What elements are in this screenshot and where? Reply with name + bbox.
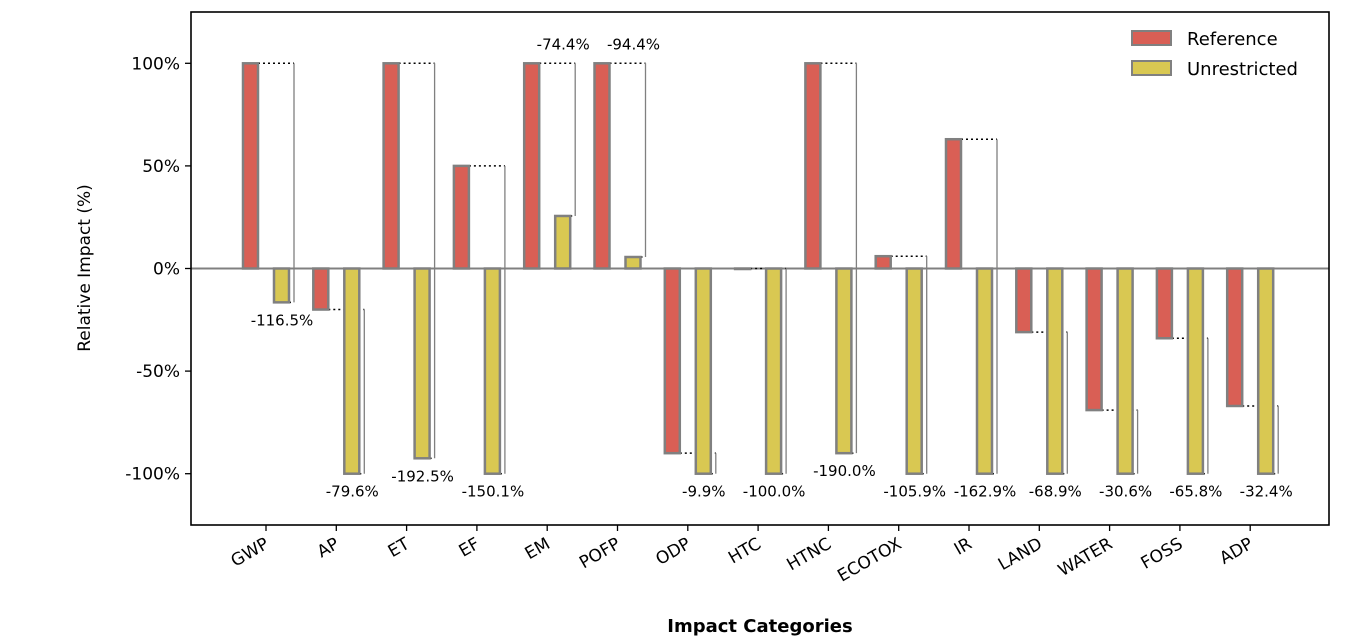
x-tick-label: EM bbox=[522, 534, 554, 564]
bar-reference bbox=[522, 62, 541, 270]
x-tick-label: POFP bbox=[576, 534, 624, 573]
chart-marks: -116.5% -79.6% -192.5% -150.1% -74.4% -94.4% -… bbox=[191, 35, 1329, 501]
x-tick-label: ECOTOX bbox=[834, 534, 905, 587]
bar-unrestricted bbox=[624, 255, 642, 270]
x-tick-label: ODP bbox=[652, 534, 694, 570]
change-label: -68.9% bbox=[1029, 483, 1082, 501]
change-label: -9.9% bbox=[682, 483, 726, 501]
x-tick-label: IR bbox=[951, 534, 976, 560]
bar-unrestricted bbox=[905, 267, 923, 475]
change-label: -94.4% bbox=[607, 35, 660, 53]
change-label: -116.5% bbox=[251, 311, 314, 329]
legend-label-unrestricted: Unrestricted bbox=[1187, 59, 1298, 80]
change-label: -105.9% bbox=[883, 483, 946, 501]
bar-reference bbox=[733, 267, 752, 271]
change-label: -162.9% bbox=[954, 483, 1017, 501]
bar-reference bbox=[241, 62, 260, 270]
legend: Reference Unrestricted bbox=[1131, 29, 1298, 80]
y-tick-label: 0% bbox=[153, 260, 180, 280]
bar-unrestricted bbox=[413, 267, 431, 460]
x-axis-label: Impact Categories bbox=[667, 616, 852, 637]
change-label: -30.6% bbox=[1099, 483, 1152, 501]
change-label: -79.6% bbox=[326, 483, 379, 501]
bar-reference bbox=[944, 137, 963, 270]
bar-reference bbox=[593, 62, 611, 270]
change-label: -192.5% bbox=[391, 467, 454, 485]
y-tick-label: 50% bbox=[142, 157, 180, 177]
bar-reference bbox=[1085, 267, 1103, 412]
change-label: -65.8% bbox=[1169, 483, 1222, 501]
x-tick-label: GWP bbox=[228, 534, 273, 571]
x-tick-label: HTNC bbox=[784, 534, 835, 575]
bar-reference bbox=[874, 254, 892, 270]
bar-reference bbox=[452, 164, 471, 270]
x-tick-label: ET bbox=[385, 534, 414, 562]
bar-unrestricted bbox=[1256, 267, 1275, 475]
bar-unrestricted bbox=[343, 267, 361, 475]
x-tick-label: LAND bbox=[995, 534, 1046, 575]
bar-reference bbox=[382, 62, 400, 270]
change-label: -32.4% bbox=[1240, 483, 1293, 501]
bar-unrestricted bbox=[764, 267, 783, 475]
bar-reference bbox=[1225, 267, 1244, 408]
y-tick-label: -100% bbox=[125, 465, 180, 485]
legend-swatch-unrestricted bbox=[1131, 60, 1172, 76]
bar-unrestricted bbox=[694, 267, 713, 475]
y-tick-label: -50% bbox=[136, 362, 180, 382]
x-tick-label: AP bbox=[314, 534, 343, 562]
bar-reference bbox=[663, 267, 682, 455]
legend-label-reference: Reference bbox=[1187, 29, 1278, 50]
x-tick-label: FOSS bbox=[1138, 534, 1187, 574]
x-tick-label: ADP bbox=[1216, 534, 1256, 569]
bar-unrestricted bbox=[1186, 267, 1205, 475]
change-label: -150.1% bbox=[462, 483, 525, 501]
bar-reference bbox=[312, 267, 330, 311]
bar-unrestricted bbox=[835, 267, 853, 455]
bar-unrestricted bbox=[1116, 267, 1134, 475]
x-tick-label: HTC bbox=[725, 534, 764, 568]
y-tick-label: 100% bbox=[131, 54, 180, 74]
bar-unrestricted bbox=[975, 267, 994, 475]
x-tick-label: WATER bbox=[1055, 534, 1116, 581]
bar-unrestricted bbox=[483, 267, 502, 475]
change-label: -190.0% bbox=[813, 462, 876, 480]
bar-reference bbox=[1015, 267, 1033, 334]
bar-unrestricted bbox=[272, 267, 291, 304]
y-axis: 100% 50% 0% -50% -100% bbox=[125, 54, 191, 485]
bar-reference bbox=[804, 62, 822, 270]
bar-unrestricted bbox=[553, 214, 572, 270]
y-axis-label: Relative Impact (%) bbox=[75, 184, 95, 352]
x-axis: GWP AP ET EF EM POFP ODP HTC HTNC ECOTOX IR LAND WAT… bbox=[228, 525, 1257, 586]
bar-unrestricted bbox=[1046, 267, 1064, 475]
change-label: -100.0% bbox=[743, 483, 806, 501]
bar-reference bbox=[1155, 267, 1174, 340]
legend-swatch-reference bbox=[1131, 30, 1172, 46]
change-label: -74.4% bbox=[537, 35, 590, 53]
x-tick-label: EF bbox=[456, 534, 484, 562]
